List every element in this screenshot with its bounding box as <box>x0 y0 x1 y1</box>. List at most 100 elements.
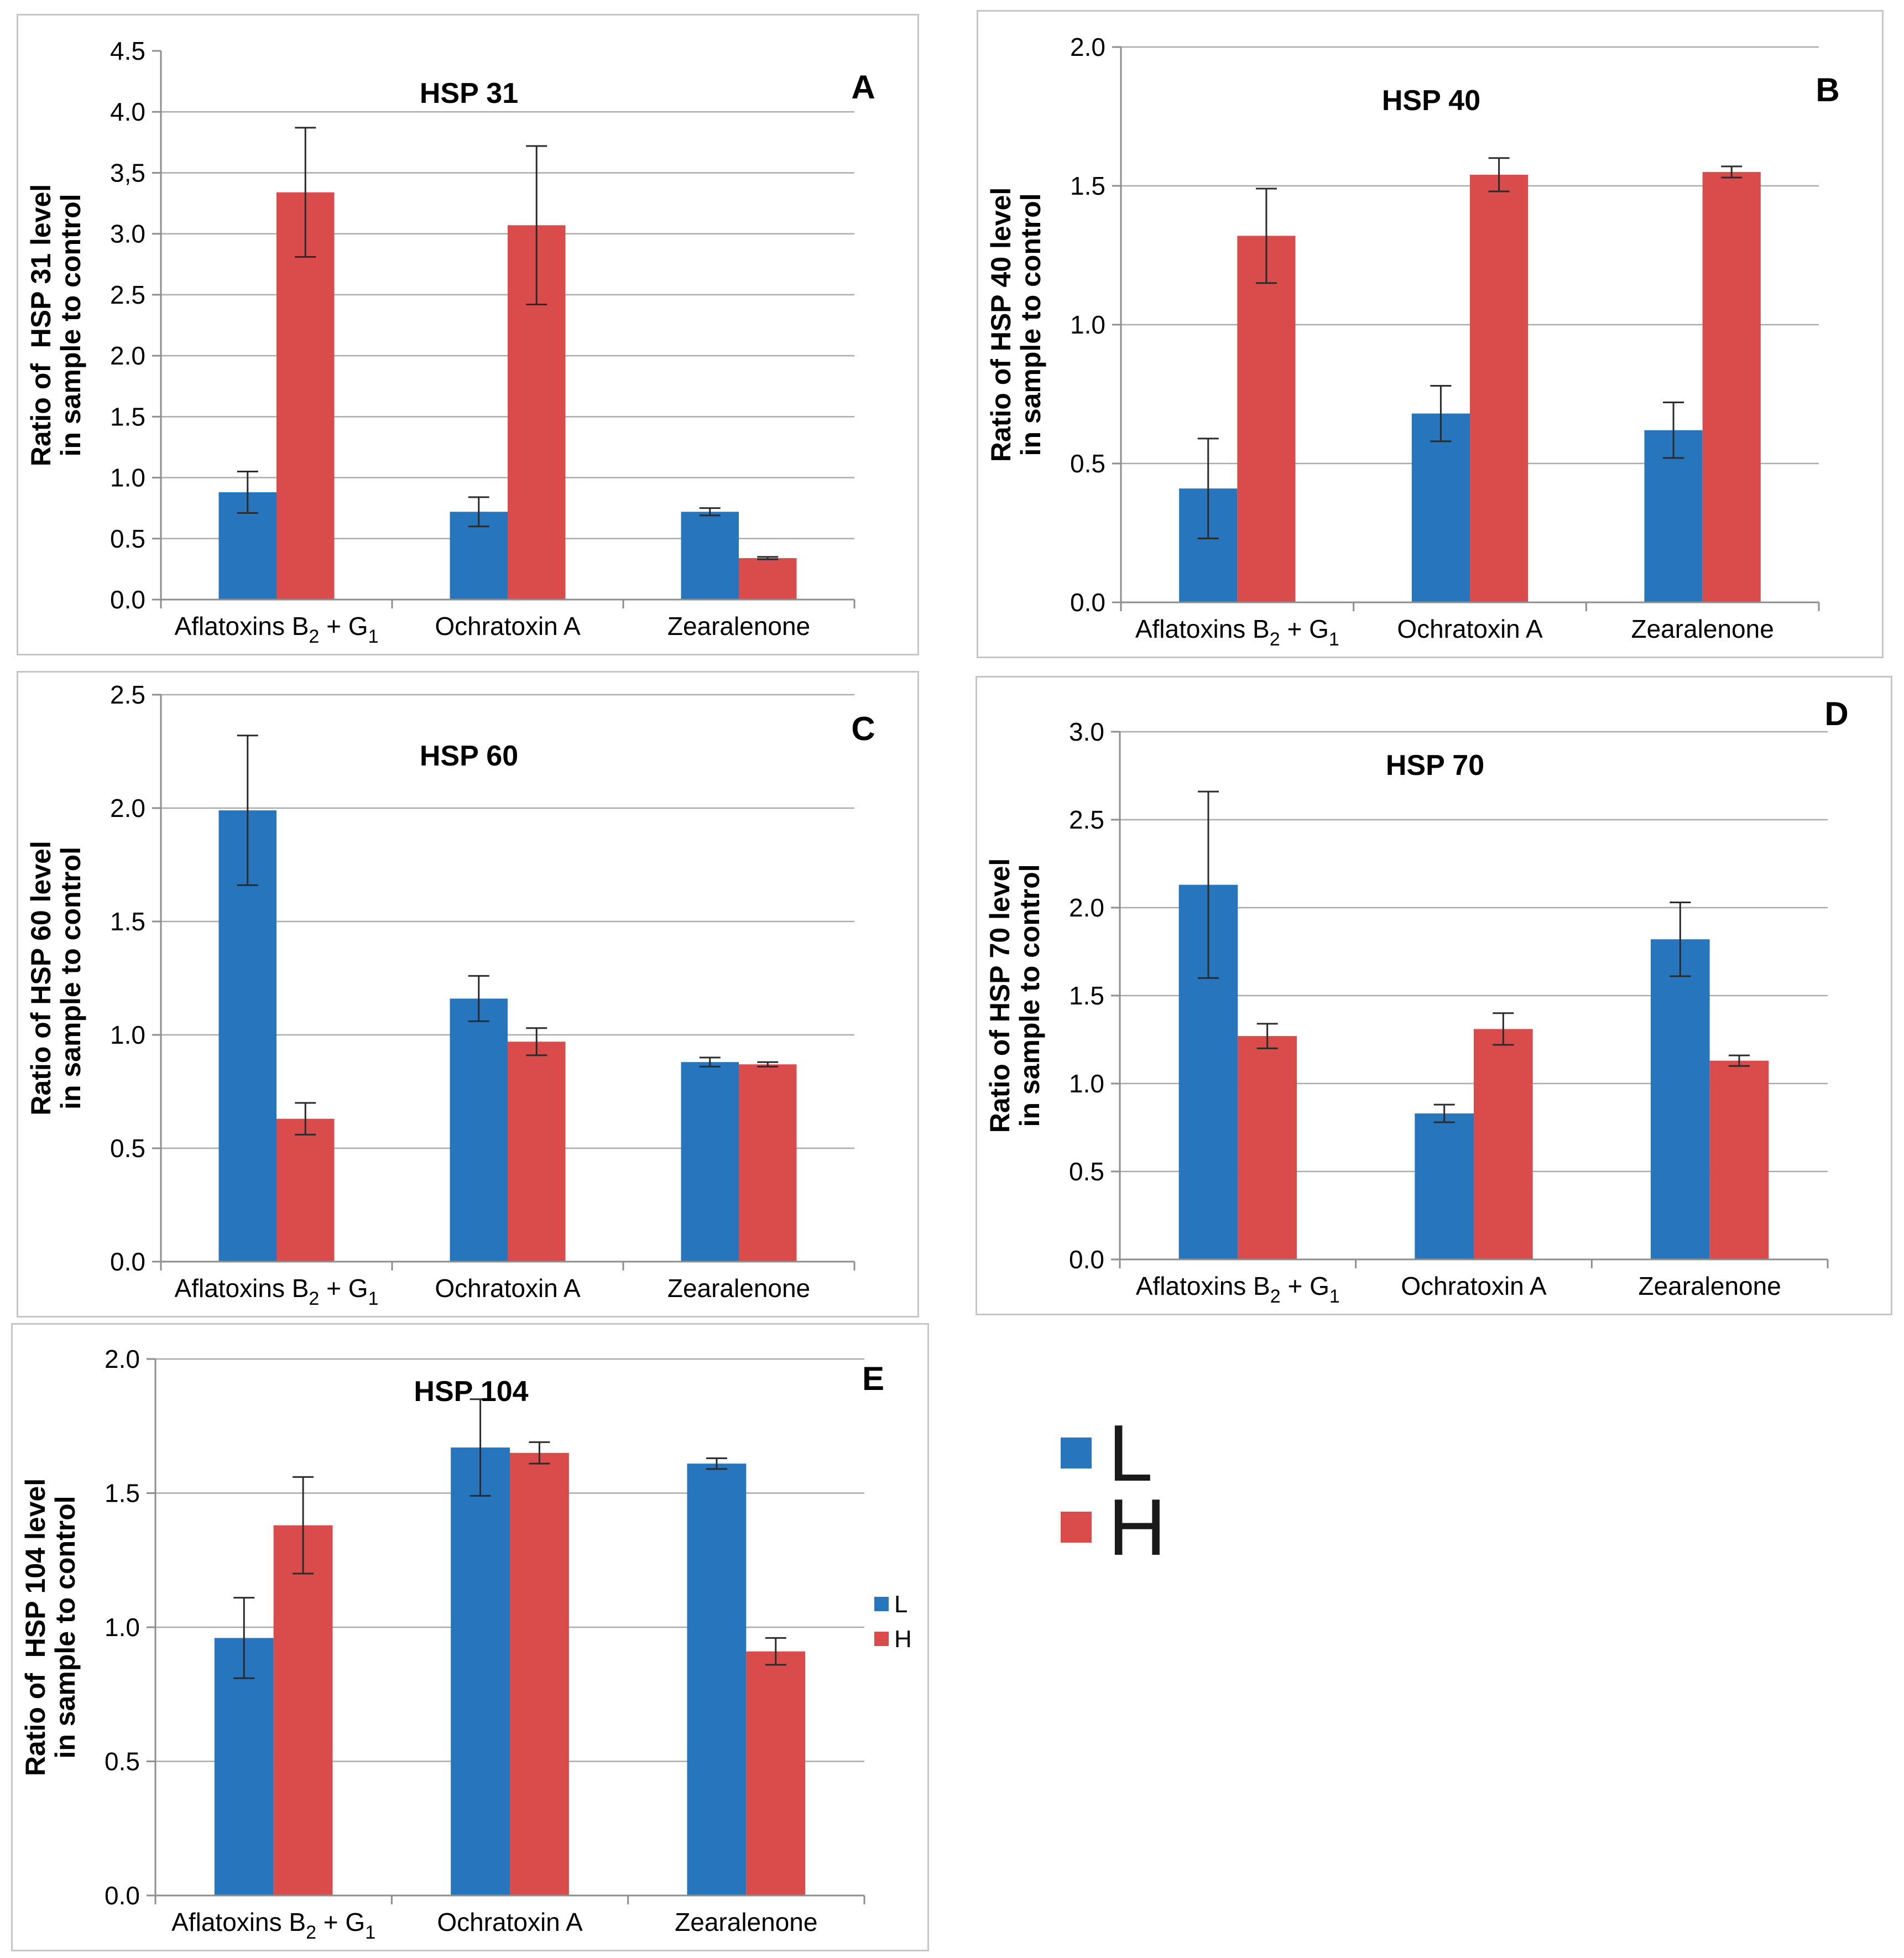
y-tick-label: 0.5 <box>1069 1157 1104 1186</box>
y-axis-title-line-1: Ratio of HSP 70 level <box>984 858 1015 1133</box>
hsp-40-chart: 2.0 1.5 1.0 0.5 0.0 Aflatoxins B2 + G1 Ochrato… <box>985 33 1840 650</box>
category-label-1: Ochratoxin A <box>435 612 581 640</box>
category-label-2: Zearalenone <box>667 612 810 640</box>
bar-h-2 <box>1702 171 1761 602</box>
y-tick-label: 2.5 <box>1069 805 1104 834</box>
legend-swatch-l <box>1061 1438 1092 1468</box>
panel-letter: B <box>1816 71 1839 108</box>
error-bar-h-1 <box>529 1441 550 1465</box>
bar-h-0 <box>277 1118 335 1262</box>
error-bar-l-2 <box>706 1457 727 1470</box>
y-tick-label: 3,5 <box>110 158 145 187</box>
category-label-1: Ochratoxin A <box>437 1908 583 1936</box>
y-tick-label: 4.0 <box>110 97 145 126</box>
bar-h-2 <box>746 1651 806 1895</box>
error-bar-l-1 <box>468 975 489 1022</box>
y-tick-label: 1.5 <box>1069 981 1104 1010</box>
error-bar-l-1 <box>1433 1103 1455 1123</box>
bar-l-2 <box>681 512 739 600</box>
bar-h-2 <box>739 558 797 600</box>
error-bar-l-2 <box>699 1056 721 1067</box>
error-bar-l-1 <box>468 496 489 528</box>
y-tick-label: 1.5 <box>1070 171 1105 200</box>
bar-l-1 <box>1415 1113 1474 1259</box>
bar-h-2 <box>739 1064 797 1262</box>
panel-b-hsp-40: 2.0 1.5 1.0 0.5 0.0 Aflatoxins B2 + G1 Ochrato… <box>977 10 1884 658</box>
chart-title: HSP 104 <box>414 1376 528 1408</box>
y-tick-label: 1.0 <box>110 1020 145 1049</box>
y-tick-label: 1.5 <box>105 1479 140 1508</box>
legend-label-h: H <box>1108 1482 1166 1572</box>
y-axis-title-line-2: in sample to control <box>55 194 86 456</box>
legend-label-l: L <box>1108 1408 1153 1498</box>
error-bar-h-0 <box>295 1102 316 1136</box>
error-bar-l-1 <box>470 1398 491 1497</box>
error-bar-h-2 <box>1721 165 1743 179</box>
bar-h-0 <box>277 192 335 600</box>
panel-letter: D <box>1824 695 1848 732</box>
error-bar-h-0 <box>293 1476 314 1575</box>
hsp-60-chart: 2.5 2.0 1.5 1.0 0.5 0.0 Aflatoxins B2 + G1 Ochr… <box>25 680 875 1309</box>
bar-h-0 <box>1237 236 1296 602</box>
bar-l-2 <box>1651 939 1710 1259</box>
bar-l-2 <box>1644 430 1703 602</box>
chart-title: HSP 60 <box>420 740 518 772</box>
panel-a-hsp-31: 4.5 4.0 3,5 3.0 2.5 2.0 1.5 1.0 0.5 0.0 Aflatoxins… <box>17 14 919 655</box>
category-label-1: Ochratoxin A <box>435 1274 581 1303</box>
hsp-104-chart: 2.0 1.5 1.0 0.5 0.0 Aflatoxins B2 + G1 Ochrato… <box>20 1345 912 1943</box>
bar-h-2 <box>1709 1060 1769 1259</box>
y-tick-label: 0.5 <box>1070 449 1105 478</box>
y-tick-label: 2.0 <box>110 341 145 370</box>
bar-h-0 <box>1238 1036 1297 1259</box>
error-bar-h-0 <box>1255 188 1277 284</box>
inner-legend-swatch-h <box>874 1632 889 1646</box>
legend-row-l: L <box>1061 1408 1153 1498</box>
y-axis-title-line-1: Ratio of HSP 31 level <box>25 184 56 466</box>
error-bar-h-0 <box>295 127 316 258</box>
error-bar-l-0 <box>237 471 258 514</box>
error-bar-h-1 <box>1488 157 1510 192</box>
inner-legend-swatch-l <box>874 1597 889 1611</box>
y-tick-label: 2.0 <box>1069 893 1104 922</box>
error-bar-h-1 <box>526 1027 547 1056</box>
category-label-2: Zearalenone <box>1639 1272 1781 1300</box>
y-axis-title-line-1: Ratio of HSP 60 level <box>25 841 56 1115</box>
category-label-0: Aflatoxins B2 + G1 <box>175 1274 379 1309</box>
error-bar-l-0 <box>237 735 258 886</box>
error-bar-l-1 <box>1430 384 1452 442</box>
error-bar-h-2 <box>757 556 779 560</box>
bar-l-1 <box>451 1447 510 1895</box>
legend-swatch-h <box>1061 1512 1092 1543</box>
error-bar-h-1 <box>526 145 547 306</box>
y-tick-label: 3.0 <box>1069 717 1104 746</box>
y-tick-label: 3.0 <box>110 220 145 248</box>
category-label-0: Aflatoxins B2 + G1 <box>171 1908 375 1943</box>
y-tick-label: 0.0 <box>1070 588 1105 617</box>
figure-legend: L H <box>1061 1408 1282 1638</box>
y-tick-label: 1.0 <box>105 1613 140 1642</box>
y-tick-label: 0.5 <box>110 1134 145 1163</box>
inner-legend-label-h: H <box>894 1626 912 1653</box>
y-tick-label: 1.0 <box>1069 1069 1104 1098</box>
bar-l-2 <box>687 1464 747 1895</box>
panel-d-hsp-70: 3.0 2.5 2.0 1.5 1.0 0.5 0.0 Aflatoxins B2 + G1 O… <box>976 676 1892 1315</box>
panel-letter: E <box>862 1360 884 1397</box>
bar-l-0 <box>214 1638 274 1895</box>
bar-l-2 <box>681 1062 739 1262</box>
bar-l-1 <box>450 998 508 1262</box>
y-tick-label: 1.5 <box>110 907 145 936</box>
chart-title: HSP 70 <box>1386 749 1484 782</box>
y-tick-label: 1.5 <box>110 402 145 431</box>
chart-title: HSP 31 <box>420 77 518 110</box>
y-tick-label: 1.0 <box>110 464 145 492</box>
bar-h-1 <box>1474 1029 1533 1259</box>
hsp-31-chart: 4.5 4.0 3,5 3.0 2.5 2.0 1.5 1.0 0.5 0.0 Aflatoxins… <box>25 37 875 647</box>
panel-e-hsp-104: 2.0 1.5 1.0 0.5 0.0 Aflatoxins B2 + G1 Ochrato… <box>11 1323 929 1951</box>
y-axis-title-line-2: in sample to control <box>1015 193 1046 456</box>
error-bar-l-0 <box>1197 438 1219 540</box>
y-tick-label: 0.0 <box>1069 1245 1104 1274</box>
y-tick-label: 4.5 <box>110 37 145 65</box>
bar-h-0 <box>273 1525 333 1895</box>
y-axis-title-line-2: in sample to control <box>50 1496 81 1758</box>
